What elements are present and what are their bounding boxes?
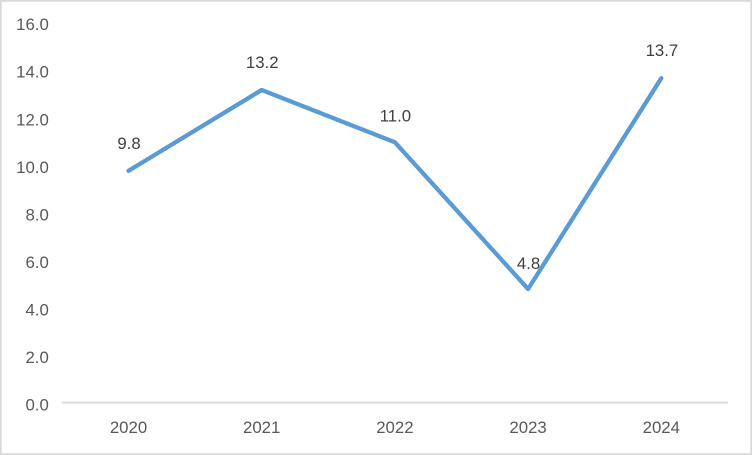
- svg-text:9.8: 9.8: [117, 134, 140, 153]
- svg-text:4.0: 4.0: [25, 300, 48, 319]
- svg-text:8.0: 8.0: [25, 205, 48, 224]
- svg-text:12.0: 12.0: [16, 110, 49, 129]
- svg-text:0.0: 0.0: [25, 395, 48, 414]
- svg-text:13.2: 13.2: [246, 53, 279, 72]
- svg-text:11.0: 11.0: [380, 107, 411, 126]
- svg-text:6.0: 6.0: [25, 253, 48, 272]
- svg-text:2021: 2021: [243, 418, 280, 437]
- svg-text:14.0: 14.0: [16, 63, 49, 82]
- svg-text:2020: 2020: [110, 418, 147, 437]
- svg-text:4.8: 4.8: [517, 254, 540, 273]
- svg-text:2024: 2024: [643, 418, 680, 437]
- svg-text:10.0: 10.0: [16, 158, 49, 177]
- svg-text:2.0: 2.0: [25, 348, 48, 367]
- svg-text:16.0: 16.0: [16, 15, 49, 34]
- svg-text:2022: 2022: [376, 418, 413, 437]
- svg-text:2023: 2023: [509, 418, 546, 437]
- svg-text:13.7: 13.7: [646, 41, 679, 60]
